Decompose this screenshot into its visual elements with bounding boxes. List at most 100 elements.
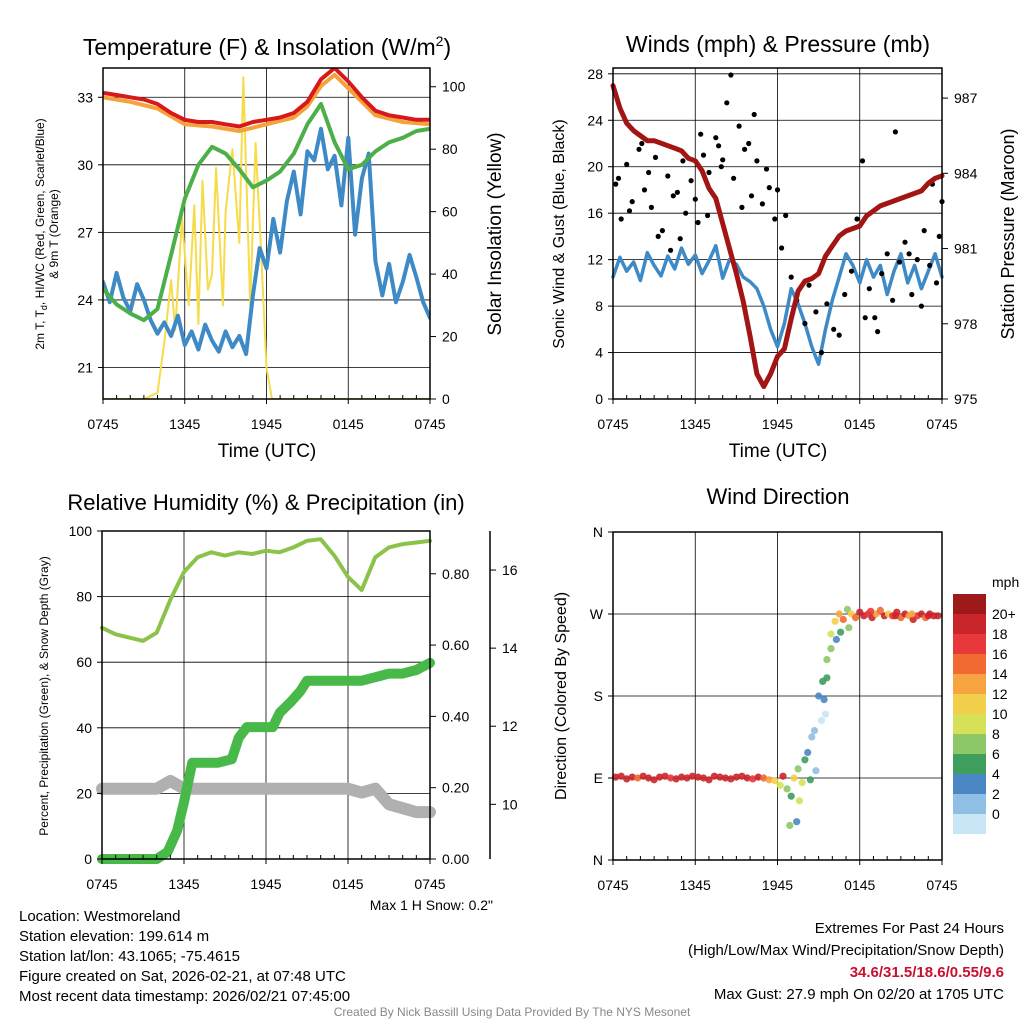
direction-point (804, 748, 812, 757)
extremes-subtitle: (High/Low/Max Wind/Precipitation/Snow De… (688, 942, 1004, 959)
y-tick-label: 12 (587, 252, 603, 268)
gust-point (772, 216, 778, 222)
y-tick-label: S (594, 688, 603, 704)
direction-point (908, 610, 916, 618)
direction-point (790, 774, 798, 782)
x-tick-label: 1345 (168, 876, 199, 892)
wind-y-label: Sonic Wind & Gust (Blue, Black) (551, 119, 568, 348)
legend-label: 0 (992, 806, 1000, 822)
legend-label: 18 (992, 626, 1008, 642)
direction-point (623, 775, 631, 783)
direction-point (661, 772, 669, 780)
x-tick-label: 0145 (844, 416, 875, 432)
gust-point (748, 193, 755, 199)
humidity-panel: Relative Humidity (%) & Precipitation (i… (37, 490, 518, 913)
direction-point (827, 645, 835, 653)
gust-point (918, 303, 925, 309)
x-tick-label: 1345 (169, 416, 200, 432)
legend-swatch (953, 774, 986, 794)
snow-depth-y-ticks: 10 12 14 16 (490, 562, 518, 812)
x-tick-label: 0145 (333, 416, 364, 432)
gust-point (646, 169, 652, 176)
elevation-text: Station elevation: 199.614 m (19, 928, 210, 945)
gust-point (688, 178, 694, 184)
y-tick-label: 24 (587, 112, 603, 128)
y-tick-label: 981 (954, 241, 978, 257)
legend-swatch (953, 634, 986, 654)
y-tick-label: 0.60 (442, 637, 469, 653)
gust-point (618, 216, 624, 222)
direction-point (924, 612, 932, 620)
gust-point (706, 169, 712, 176)
series-line-relative-humidity (100, 537, 432, 643)
temperature-x-label: Time (UTC) (218, 441, 317, 462)
y-tick-label: 60 (442, 204, 458, 220)
direction-point (683, 774, 691, 782)
direction-point (823, 674, 831, 682)
y-tick-label: 12 (502, 718, 518, 734)
direction-point (867, 607, 875, 615)
x-tick-label: 1945 (762, 416, 793, 432)
gust-point (909, 291, 915, 298)
gust-point (641, 187, 648, 193)
direction-point (817, 717, 826, 725)
legend-swatch (953, 714, 986, 734)
direction-point (835, 610, 843, 618)
gust-point (759, 201, 766, 207)
gust-point (718, 164, 724, 170)
wind-direction-panel: Wind Direction 0745 1345 1945 0145 0745 N E S W… (553, 484, 1019, 893)
wind-direction-title: Wind Direction (706, 484, 849, 509)
y-tick-label: 27 (77, 224, 93, 240)
direction-point (716, 773, 724, 781)
gust-point (783, 212, 789, 219)
x-tick-label: 1345 (680, 416, 711, 432)
gust-point (872, 315, 878, 321)
gust-point (705, 212, 711, 219)
gust-point (774, 187, 781, 193)
gust-point (862, 315, 868, 321)
gust-point (802, 320, 808, 327)
x-tick-label: 0745 (86, 876, 117, 892)
series-line-sonic-wind (611, 243, 944, 366)
precip-y-ticks: 0.00 0.20 0.40 0.60 0.80 (430, 566, 469, 867)
direction-point (821, 710, 830, 718)
gust-point (629, 199, 635, 205)
humidity-x-ticks: 0745 1345 1945 0145 0745 (86, 855, 446, 892)
series-line-td (103, 102, 430, 323)
winds-title: Winds (mph) & Pressure (mb) (626, 31, 930, 57)
wind-direction-x-ticks: 0745 1345 1945 0145 0745 (597, 856, 958, 893)
credit-text: Created By Nick Bassill Using Data Provi… (333, 1005, 691, 1019)
direction-point (699, 774, 708, 782)
direction-point (832, 635, 841, 644)
winds-series (610, 72, 945, 389)
direction-point (845, 624, 853, 632)
x-tick-label: 0145 (332, 876, 363, 892)
direction-point (831, 617, 839, 625)
station-info: Location: Westmoreland Station elevation… (19, 907, 350, 1007)
humidity-grid (101, 530, 431, 860)
direction-point (760, 774, 768, 782)
gust-point (896, 259, 903, 265)
direction-point (694, 773, 702, 781)
legend-swatch (953, 674, 986, 694)
gust-point (692, 196, 698, 202)
y-tick-label: 80 (442, 141, 458, 157)
direction-point (815, 692, 823, 700)
gust-point (668, 247, 674, 253)
legend-swatch (953, 734, 986, 754)
y-tick-label: 20 (76, 785, 92, 801)
direction-point (634, 774, 642, 782)
wind-direction-y-ticks: N E S W N (590, 524, 613, 868)
legend-label: 10 (992, 706, 1008, 722)
series-line-2m-t (103, 68, 430, 129)
gust-point (892, 129, 899, 135)
gust-point (824, 301, 830, 307)
direction-point (795, 797, 804, 805)
series-line-hi-wc (103, 126, 430, 356)
gust-point (626, 208, 633, 214)
wind-direction-points (612, 605, 942, 830)
direction-point (771, 777, 779, 785)
winds-grid (612, 68, 943, 400)
gust-point (746, 140, 752, 147)
series-line-station-pressure (610, 83, 945, 389)
